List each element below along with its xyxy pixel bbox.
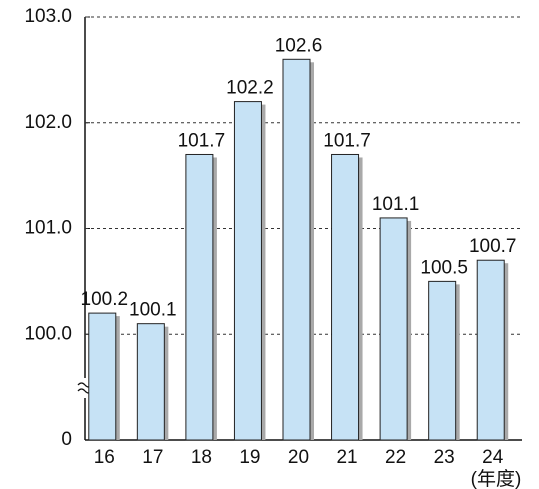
- value-label: 102.2: [226, 78, 274, 99]
- bar: [233, 101, 262, 441]
- value-label: 100.7: [469, 236, 517, 257]
- value-label: 100.2: [81, 289, 129, 310]
- value-label: 100.1: [129, 300, 177, 321]
- bar: [88, 312, 117, 441]
- x-unit-label: (年度): [471, 468, 522, 489]
- x-tick-label: 19: [239, 447, 260, 468]
- value-label: 101.1: [372, 194, 420, 215]
- value-label: 101.7: [323, 130, 371, 151]
- value-label: 101.7: [178, 130, 226, 151]
- x-tick-label: 23: [434, 447, 455, 468]
- y-tick-label: 103.0: [24, 6, 72, 27]
- value-label: 100.5: [420, 257, 468, 278]
- x-tick-label: 20: [288, 447, 309, 468]
- bar: [282, 58, 311, 441]
- x-tick-label: 22: [385, 447, 406, 468]
- y-tick-label: 101.0: [24, 218, 72, 239]
- value-label: 102.6: [275, 35, 323, 56]
- bar: [136, 323, 165, 441]
- x-tick-label: 21: [336, 447, 357, 468]
- x-tick-label: 18: [191, 447, 212, 468]
- bar: [428, 280, 457, 441]
- y-tick-label: 102.0: [24, 112, 72, 133]
- x-tick-label: 17: [142, 447, 163, 468]
- bar: [331, 153, 360, 441]
- y-tick-label: 0: [61, 429, 72, 450]
- x-tick-label: 16: [94, 447, 115, 468]
- bar: [379, 217, 408, 441]
- bar: [476, 259, 505, 441]
- x-tick-label: 24: [482, 447, 504, 468]
- bar: [185, 153, 214, 441]
- y-tick-label: 100.0: [24, 323, 72, 344]
